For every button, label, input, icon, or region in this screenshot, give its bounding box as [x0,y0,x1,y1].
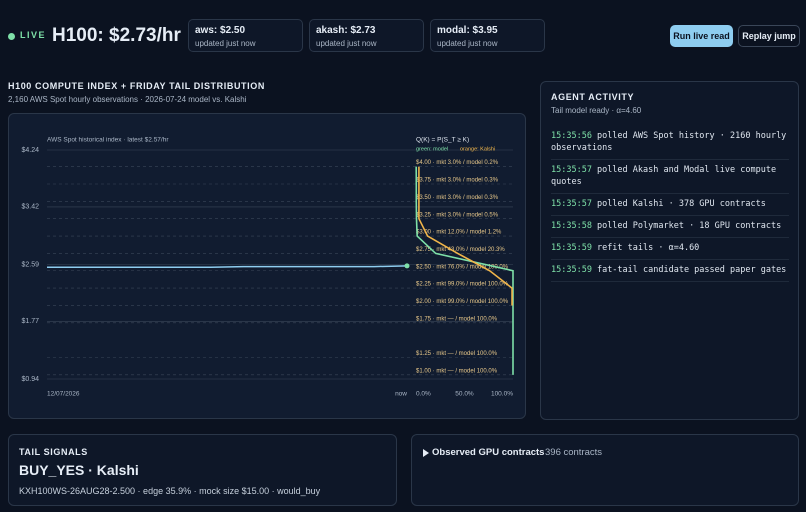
log-time: 15:35:58 [551,221,592,231]
contracts-panel[interactable]: Observed GPU contracts 396 contracts [411,434,799,506]
strike-label: $1.75 · mkt — / model 100.0% [416,316,498,322]
log-entry: 15:35:57 polled Akash and Modal live comp… [551,160,789,194]
strike-label: $2.50 · mkt 76.0% / model 100.0% [416,264,509,270]
dist-x-tick-label: 100.0% [491,391,513,398]
y-tick-label: $3.42 [21,204,39,211]
strike-label: $3.50 · mkt 3.0% / model 0.3% [416,195,499,201]
card-title: aws: $2.50 [195,25,246,36]
signals-panel: TAIL SIGNALS BUY_YES · Kalshi KXH100WS-2… [8,434,397,506]
y-tick-label: $4.24 [21,147,39,154]
log-time: 15:35:59 [551,265,592,275]
legend-entry: green: model [416,146,448,152]
dist-title: Q(K) = P(S_T ≥ K) [416,137,469,144]
section-title: H100 COMPUTE INDEX + FRIDAY TAIL DISTRIB… [8,81,265,91]
log-entry: 15:35:58 polled Polymarket · 18 GPU contr… [551,216,789,238]
replay-button[interactable]: Replay jump [738,25,800,47]
y-tick-label: $2.59 [21,261,39,268]
dist-x-tick-label: 0.0% [416,391,431,398]
y-tick-label: $0.94 [21,376,39,383]
strike-label: $2.25 · mkt 99.0% / model 100.0% [416,282,509,288]
activity-title: AGENT ACTIVITY [551,92,635,102]
history-line [47,265,408,269]
card-sub: updated just now [437,39,498,48]
run-button[interactable]: Run live read [670,25,733,47]
log-time: 15:35:57 [551,199,592,209]
dist-line [418,166,513,306]
log-time: 15:35:59 [551,243,592,253]
log-entry: 15:35:59 fat-tail candidate passed paper … [551,260,789,282]
card-sub: updated just now [195,39,256,48]
log-entry: 15:35:59 refit tails · α=4.60 [551,238,789,260]
chart-title: AWS Spot historical index · latest $2.57… [47,137,169,144]
strike-label: $3.00 · mkt 12.0% / model 1.2% [416,230,502,236]
contracts-title: Observed GPU contracts [432,447,545,458]
strike-label: $3.25 · mkt 3.0% / model 0.5% [416,212,499,218]
price-card: akash: $2.73 updated just now [309,19,424,52]
log-text: polled Akash and Modal live compute quot… [551,165,777,187]
strike-label: $3.75 · mkt 3.0% / model 0.3% [416,178,499,184]
price: H100: $2.73/hr [52,25,181,46]
chart: $4.24 $3.42 $2.59 $1.77 $0.94 $4.00 · mkt 3.0… [8,113,526,419]
signals-headline: BUY_YES · Kalshi [19,462,139,478]
signals-detail: KXH100WS-26AUG28-2.500 · edge 35.9% · mo… [19,486,321,496]
log-text: polled AWS Spot history · 2160 hourly ob… [551,131,787,153]
price-card: modal: $3.95 updated just now [430,19,545,52]
log-text: fat-tail candidate passed paper gates [596,265,787,275]
log-entry: 15:35:56 polled AWS Spot history · 2160 h… [551,126,789,160]
card-title: akash: $2.73 [316,25,376,36]
card-sub: updated just now [316,39,377,48]
expand-icon [423,449,429,457]
x-tick-label: 12/07/2026 [47,391,80,398]
dist-x-tick-label: 50.0% [455,391,474,398]
strike-label: $1.25 · mkt — / model 100.0% [416,351,498,357]
strike-label: $4.00 · mkt 3.0% / model 0.2% [416,160,499,166]
section-subtitle: 2,160 AWS Spot hourly observations · 202… [8,95,247,104]
contracts-count: 396 contracts [545,447,603,458]
strike-label: $2.75 · mkt 43.0% / model 20.3% [416,247,505,253]
latest-dot [404,263,410,269]
strike-label: $2.00 · mkt 99.0% / model 100.0% [416,299,509,305]
x-tick-label: now [395,391,407,398]
signals-title: TAIL SIGNALS [19,447,88,457]
live-label: LIVE [20,30,47,40]
activity-subtitle: Tail model ready · α=4.60 [551,106,642,115]
log-text: refit tails · α=4.60 [596,243,700,253]
legend-entry: orange: Kalshi [460,146,495,152]
price-card: aws: $2.50 updated just now [188,19,303,52]
activity-log: 15:35:56 polled AWS Spot history · 2160 h… [551,126,789,282]
live-dot [8,33,15,40]
activity-panel: AGENT ACTIVITY Tail model ready · α=4.60… [540,81,799,420]
log-entry: 15:35:57 polled Kalshi · 378 GPU contract… [551,194,789,216]
log-text: polled Kalshi · 378 GPU contracts [596,199,766,209]
card-title: modal: $3.95 [437,25,498,36]
log-text: polled Polymarket · 18 GPU contracts [596,221,782,231]
y-tick-label: $1.77 [21,318,39,325]
log-time: 15:35:57 [551,165,592,175]
strike-label: $1.00 · mkt — / model 100.0% [416,368,498,374]
log-time: 15:35:56 [551,131,592,141]
